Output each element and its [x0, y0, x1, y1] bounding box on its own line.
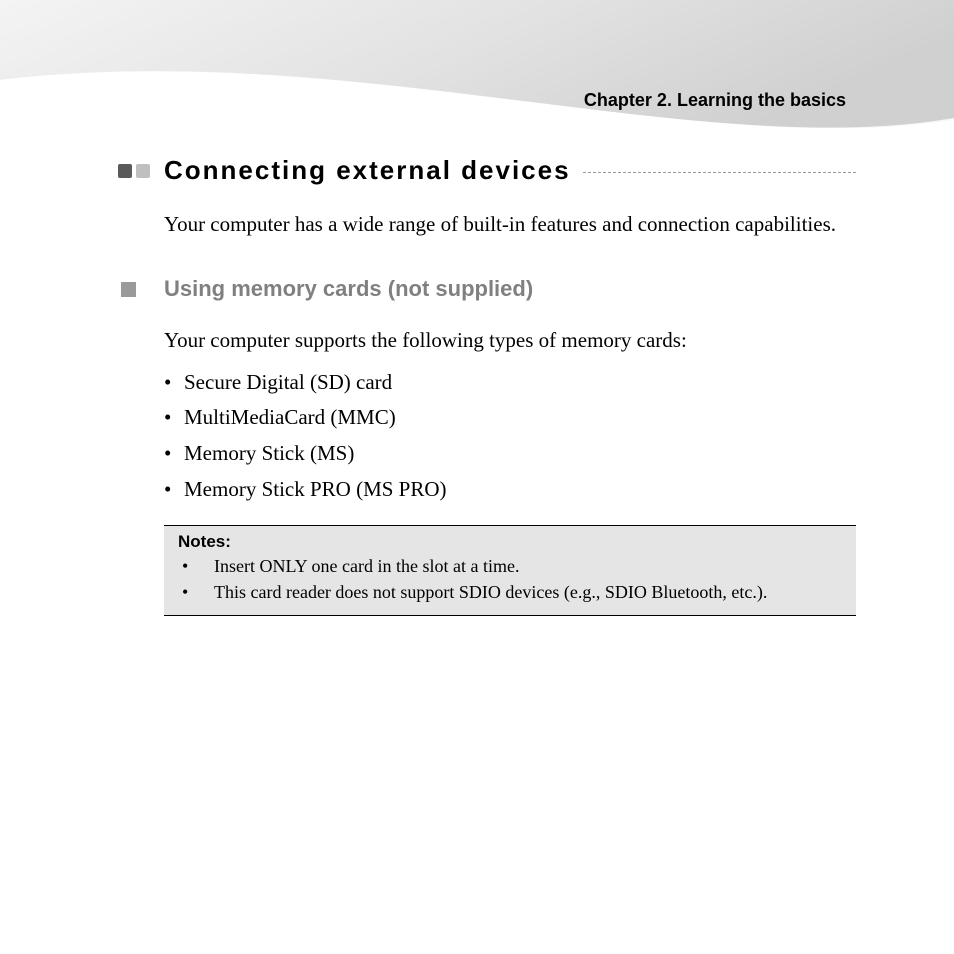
section-heading-row: Connecting external devices: [118, 155, 856, 186]
subsection-heading-row: Using memory cards (not supplied): [118, 276, 856, 302]
subsection-bullet-icon: [121, 282, 136, 297]
list-item: Secure Digital (SD) card: [164, 365, 856, 401]
notes-box: Notes: Insert ONLY one card in the slot …: [164, 525, 856, 615]
list-item: Memory Stick (MS): [164, 436, 856, 472]
notes-label: Notes:: [178, 532, 842, 552]
list-item: MultiMediaCard (MMC): [164, 400, 856, 436]
notes-list: Insert ONLY one card in the slot at a ti…: [178, 554, 842, 604]
subsection-intro-text: Your computer supports the following typ…: [164, 326, 856, 354]
header-swoosh-decoration: [0, 0, 954, 150]
section-title-dashline: [583, 172, 856, 173]
section-intro-text: Your computer has a wide range of built-…: [164, 210, 854, 238]
list-item: This card reader does not support SDIO d…: [178, 580, 842, 605]
subsection-title: Using memory cards (not supplied): [164, 276, 533, 302]
section-title: Connecting external devices: [164, 155, 571, 186]
memory-card-list: Secure Digital (SD) card MultiMediaCard …: [164, 365, 856, 508]
section-bullet-icon: [118, 164, 150, 178]
list-item: Insert ONLY one card in the slot at a ti…: [178, 554, 842, 579]
list-item: Memory Stick PRO (MS PRO): [164, 472, 856, 508]
chapter-title: Chapter 2. Learning the basics: [584, 90, 846, 111]
